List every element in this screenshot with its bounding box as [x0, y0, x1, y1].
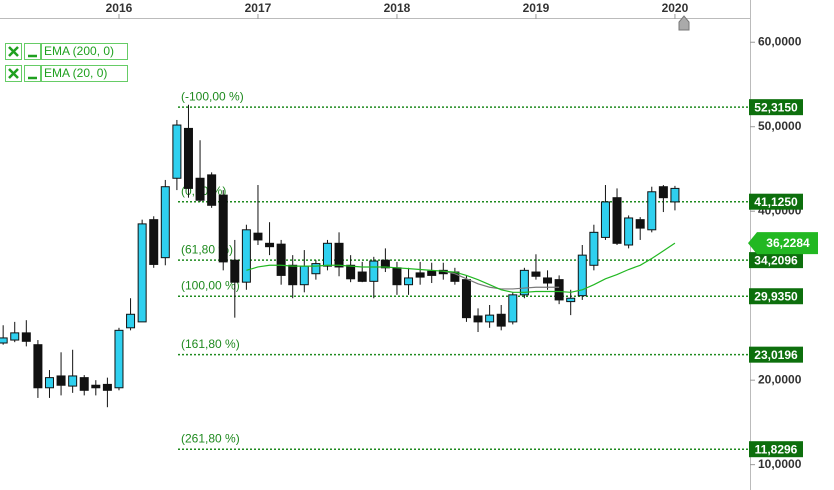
candle-body	[137, 223, 147, 323]
candle-body	[195, 177, 205, 201]
y-tick-label: 60,0000	[758, 34, 802, 48]
candle-body	[612, 197, 622, 244]
candle-body	[543, 277, 553, 284]
indicator-line	[246, 242, 676, 293]
fib-label: (100,00 %)	[181, 278, 240, 292]
candle-body	[392, 267, 402, 286]
plot: 2016 2017 2018 2019 202010,000020,000040,000…	[0, 1, 818, 471]
candle-body	[230, 259, 240, 283]
candle-body	[357, 271, 367, 282]
candle-body	[33, 344, 43, 389]
x-tick-label: 2020	[662, 1, 689, 15]
candle-body	[554, 279, 564, 301]
candle-body	[461, 279, 471, 319]
time-marker[interactable]	[678, 15, 690, 31]
y-tick-label: 10,0000	[758, 457, 802, 471]
candle-body	[346, 264, 356, 280]
candle-body	[149, 219, 159, 265]
legend-entry[interactable]: EMA (20, 0)	[5, 65, 128, 82]
price-label: 23,0196	[754, 348, 798, 362]
candle-body	[0, 337, 8, 344]
x-tick-label: 2019	[523, 1, 550, 15]
price-label-box	[749, 193, 803, 210]
candle-body	[276, 243, 286, 276]
x-tick-label: 2016	[106, 1, 133, 15]
candle-body	[265, 242, 275, 248]
candle-body	[322, 242, 332, 267]
candle-body	[473, 315, 483, 323]
price-label-box	[749, 99, 803, 116]
price-label-box	[749, 346, 803, 363]
candle-body	[519, 269, 529, 296]
candle-body	[241, 229, 251, 283]
candle-body	[288, 264, 298, 286]
price-label: 11,8296	[755, 442, 798, 456]
candle-body	[207, 174, 217, 206]
candle-body	[508, 294, 518, 323]
candle-body	[380, 259, 390, 269]
candle-body	[658, 186, 668, 199]
legend-entry[interactable]: EMA (200, 0)	[5, 43, 128, 60]
fib-label: (-100,00 %)	[181, 89, 244, 103]
x-tick-label: 2018	[384, 1, 411, 15]
y-tick-label: 50,0000	[758, 119, 802, 133]
candle-body	[485, 314, 495, 323]
candle-body	[299, 265, 309, 286]
legend-text-box	[41, 65, 128, 82]
candle-body	[114, 329, 124, 389]
candle-body	[126, 313, 136, 329]
candle-body	[589, 231, 599, 266]
candle-body	[635, 219, 645, 229]
price-label-box	[749, 288, 803, 305]
candle-body	[21, 332, 31, 342]
candle-body	[311, 263, 321, 275]
candle-body	[334, 242, 344, 268]
candle-body	[218, 194, 228, 263]
candle-body	[496, 313, 506, 327]
fib-label: (261,80 %)	[181, 431, 240, 445]
candle-body	[79, 377, 89, 391]
legend-toggle-icon	[8, 68, 19, 79]
candle-body	[670, 187, 680, 203]
candle-body	[427, 270, 437, 276]
candle-body	[102, 383, 112, 391]
candle-body	[253, 232, 263, 241]
fib-label: (161,80 %)	[181, 337, 240, 351]
indicator-line	[443, 270, 560, 290]
candle-body	[44, 377, 54, 389]
y-tick-label: 20,0000	[758, 372, 802, 386]
price-label: 34,2096	[754, 253, 798, 267]
price-label-box	[749, 252, 803, 269]
candle-body	[566, 297, 576, 303]
candle-body	[577, 254, 587, 297]
candle-body	[404, 277, 414, 286]
price-label: 52,3150	[754, 100, 798, 114]
legend-text-box	[41, 43, 128, 60]
legend-toggle-icon	[8, 46, 19, 57]
candle-body	[624, 217, 634, 246]
legend-label: EMA (20, 0)	[44, 66, 107, 80]
value-tag	[748, 232, 818, 255]
candle-body	[10, 332, 20, 341]
candle-body	[415, 272, 425, 278]
price-label-box	[749, 441, 803, 458]
candle-body	[172, 124, 182, 179]
legend-label: EMA (200, 0)	[44, 44, 114, 58]
candle-body	[160, 186, 170, 259]
price-label: 41,1250	[754, 195, 798, 209]
candle-body	[183, 127, 193, 189]
candle-body	[600, 201, 610, 238]
x-tick-label: 2017	[245, 1, 272, 15]
price-label: 29,9350	[754, 289, 798, 303]
value-tag-label: 36,2284	[766, 236, 810, 250]
candle-body	[68, 375, 78, 387]
candle-body	[91, 384, 101, 389]
candle-body	[647, 191, 657, 231]
candle-body	[531, 271, 541, 277]
candle-body	[56, 375, 66, 386]
candle-body	[369, 260, 379, 282]
